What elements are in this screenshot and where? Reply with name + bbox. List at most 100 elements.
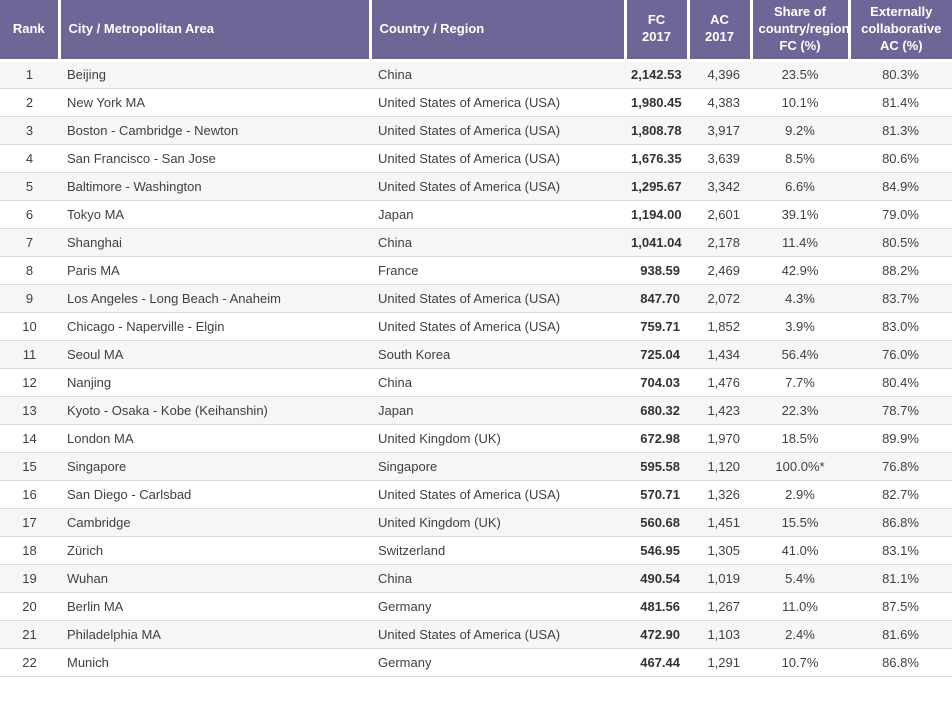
- cell-country: Germany: [378, 598, 432, 614]
- cell-rank: 5: [25, 178, 34, 194]
- cell-ext-ac: 80.3%: [882, 67, 919, 82]
- cell-fc-2017: 759.71: [640, 318, 680, 334]
- cell-city: Los Angeles - Long Beach - Anaheim: [67, 290, 281, 306]
- cell-city: Boston - Cambridge - Newton: [67, 122, 239, 138]
- cell-ext-ac: 81.4%: [882, 94, 919, 110]
- cell-fc-2017: 1,808.78: [631, 122, 682, 138]
- cell-ext-ac: 76.8%: [882, 458, 919, 474]
- cell-ext-ac: 81.6%: [882, 626, 919, 642]
- cell-share-fc: 7.7%: [785, 374, 815, 390]
- cell-country: Switzerland: [378, 542, 446, 558]
- cell-rank: 16: [22, 486, 37, 502]
- table-row: 6 Tokyo MA Japan 1,194.00 2,601 39.1% 79.0%: [0, 200, 952, 228]
- cell-rank: 20: [22, 598, 37, 614]
- cell-share-fc: 41.0%: [781, 542, 819, 558]
- cell-ext-ac: 89.9%: [882, 430, 919, 446]
- cell-fc-2017: 560.68: [640, 514, 680, 530]
- cell-fc-2017: 570.71: [640, 486, 680, 502]
- cell-fc-2017: 481.56: [640, 598, 680, 614]
- cell-rank: 18: [22, 542, 37, 558]
- cell-rank: 21: [22, 626, 37, 642]
- cell-city: Cambridge: [67, 514, 131, 530]
- cell-country: United States of America (USA): [378, 626, 561, 642]
- cell-share-fc: 15.5%: [781, 514, 819, 530]
- column-header-ext-ac: Externally collaborative AC (%): [847, 0, 952, 62]
- cell-fc-2017: 1,295.67: [631, 178, 682, 194]
- cell-ac-2017: 1,326: [707, 486, 740, 502]
- cell-rank: 11: [22, 346, 37, 362]
- cell-rank: 14: [22, 430, 37, 446]
- table-row: 21 Philadelphia MA United States of Americ…: [0, 620, 952, 648]
- cell-country: Singapore: [378, 458, 438, 474]
- cell-share-fc: 8.5%: [785, 150, 815, 166]
- cell-city: Philadelphia MA: [67, 626, 161, 642]
- cell-ext-ac: 80.5%: [882, 234, 919, 250]
- cell-ac-2017: 4,396: [707, 67, 740, 82]
- cell-fc-2017: 704.03: [640, 374, 680, 390]
- cell-share-fc: 9.2%: [785, 122, 815, 138]
- cell-rank: 2: [25, 94, 34, 110]
- cell-city: Zürich: [67, 542, 104, 558]
- table-row: 20 Berlin MA Germany 481.56 1,267 11.0% 87.5%: [0, 592, 952, 620]
- cell-ext-ac: 83.1%: [882, 542, 919, 558]
- table-row: 18 Zürich Switzerland 546.95 1,305 41.0% 83.1%: [0, 536, 952, 564]
- cell-ac-2017: 4,383: [707, 94, 740, 110]
- cell-fc-2017: 672.98: [640, 430, 680, 446]
- cell-city: Tokyo MA: [67, 206, 125, 222]
- cell-ac-2017: 1,852: [707, 318, 740, 334]
- cell-ext-ac: 80.4%: [882, 374, 919, 390]
- cell-share-fc: 22.3%: [781, 402, 819, 418]
- cell-ac-2017: 1,423: [707, 402, 740, 418]
- cell-city: Seoul MA: [67, 346, 124, 362]
- column-header-country: Country / Region: [368, 0, 625, 62]
- cell-share-fc: 2.4%: [785, 626, 815, 642]
- cell-ext-ac: 83.7%: [882, 290, 919, 306]
- table-body: 1 Beijing China 2,142.53 4,396 23.5% 80.3% 2 New…: [0, 60, 952, 676]
- cell-share-fc: 5.4%: [785, 570, 815, 586]
- cell-share-fc: 42.9%: [781, 262, 819, 278]
- cell-ext-ac: 86.8%: [882, 514, 919, 530]
- cell-city: Singapore: [67, 458, 127, 474]
- cell-ext-ac: 88.2%: [882, 262, 919, 278]
- cell-rank: 3: [25, 122, 34, 138]
- cell-rank: 22: [22, 654, 37, 670]
- cell-country: France: [378, 262, 419, 278]
- column-header-ac-2017: AC 2017: [686, 0, 751, 62]
- table-row: 12 Nanjing China 704.03 1,476 7.7% 80.4%: [0, 368, 952, 396]
- cell-city: Chicago - Naperville - Elgin: [67, 318, 225, 334]
- cell-ac-2017: 1,434: [707, 346, 740, 362]
- cell-share-fc: 100.0%*: [775, 458, 825, 474]
- cell-ac-2017: 2,178: [707, 234, 740, 250]
- cell-city: Paris MA: [67, 262, 120, 278]
- cell-ac-2017: 1,451: [707, 514, 740, 530]
- cell-country: United States of America (USA): [378, 150, 561, 166]
- cell-country: United Kingdom (UK): [378, 430, 501, 446]
- table-row: 13 Kyoto - Osaka - Kobe (Keihanshin) Japan…: [0, 396, 952, 424]
- cell-rank: 7: [25, 234, 34, 250]
- column-header-rank: Rank: [0, 0, 59, 62]
- column-header-fc-2017: FC 2017: [623, 0, 688, 62]
- cell-ac-2017: 1,476: [707, 374, 740, 390]
- cell-ext-ac: 78.7%: [882, 402, 919, 418]
- table-row: 8 Paris MA France 938.59 2,469 42.9% 88.2%: [0, 256, 952, 284]
- cell-country: China: [378, 570, 412, 586]
- cell-fc-2017: 2,142.53: [631, 67, 682, 82]
- cell-ac-2017: 1,970: [707, 430, 740, 446]
- city-ranking-table: Rank City / Metropolitan Area Country / …: [0, 0, 952, 676]
- cell-country: United States of America (USA): [378, 318, 561, 334]
- cell-rank: 19: [22, 570, 37, 586]
- cell-share-fc: 10.7%: [781, 654, 819, 670]
- cell-fc-2017: 472.90: [640, 626, 680, 642]
- cell-ac-2017: 1,291: [707, 654, 740, 670]
- cell-rank: 12: [22, 374, 37, 390]
- cell-ac-2017: 1,305: [707, 542, 740, 558]
- table-row: 15 Singapore Singapore 595.58 1,120 100.0%* 76…: [0, 452, 952, 480]
- header-row: Rank City / Metropolitan Area Country / …: [0, 0, 952, 62]
- cell-fc-2017: 490.54: [640, 570, 680, 586]
- cell-ext-ac: 80.6%: [882, 150, 919, 166]
- cell-ac-2017: 3,917: [707, 122, 740, 138]
- cell-share-fc: 10.1%: [781, 94, 819, 110]
- cell-rank: 1: [25, 67, 34, 82]
- cell-fc-2017: 546.95: [640, 542, 680, 558]
- table-row: 14 London MA United Kingdom (UK) 672.98 1,97…: [0, 424, 952, 452]
